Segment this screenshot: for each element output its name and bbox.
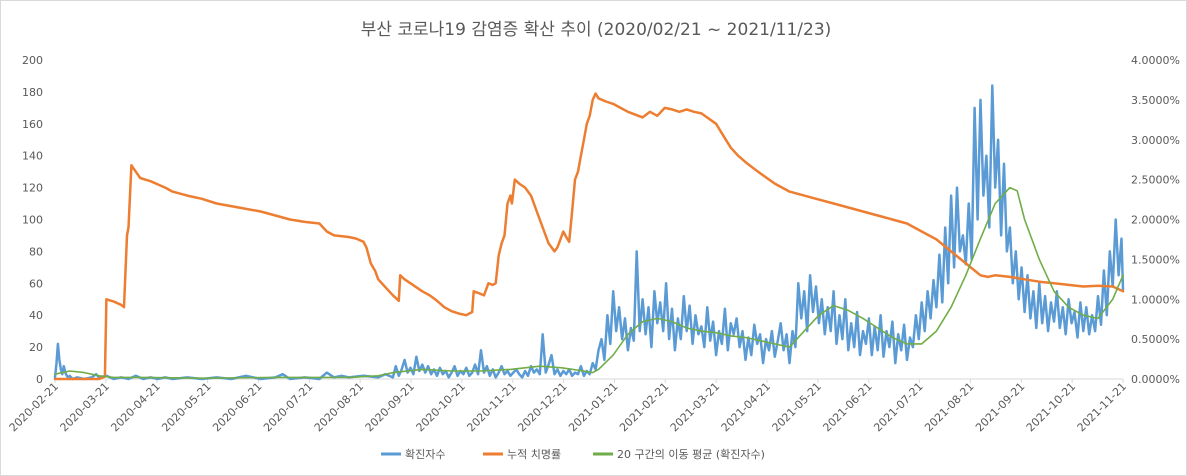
x-tick-label: 2021-07-21 xyxy=(871,380,925,434)
x-tick-label: 2020-05-21 xyxy=(159,380,213,434)
chart-title: 부산 코로나19 감염증 확산 추이 (2020/02/21 ~ 2021/11… xyxy=(361,20,832,40)
x-tick-label: 2020-02-21 xyxy=(7,380,61,434)
y-right-tick-label: 2.5000% xyxy=(1131,174,1180,187)
y-right-tick-label: 1.5000% xyxy=(1131,253,1180,266)
x-tick-label: 2021-09-21 xyxy=(973,380,1027,434)
x-tick-label: 2021-05-21 xyxy=(770,380,824,434)
y-left-tick-label: 60 xyxy=(29,277,43,290)
y-right-tick-label: 0.0000% xyxy=(1131,373,1180,386)
legend-label: 확진자수 xyxy=(405,448,445,461)
x-tick-label: 2020-07-21 xyxy=(261,380,315,434)
x-tick-label: 2020-04-21 xyxy=(108,380,162,434)
x-tick-label: 2021-02-21 xyxy=(617,380,671,434)
y-left-tick-label: 40 xyxy=(29,309,43,322)
series-layer xyxy=(53,84,1125,381)
x-tick-label: 2021-01-21 xyxy=(566,380,620,434)
y-right-tick-label: 4.0000% xyxy=(1131,54,1180,67)
x-tick-label: 2021-10-21 xyxy=(1024,380,1078,434)
legend-label: 20 구간의 이동 평균 (확진자수) xyxy=(617,448,765,461)
legend: 확진자수 누적 치명률 20 구간의 이동 평균 (확진자수) xyxy=(381,448,765,461)
series-line-2 xyxy=(53,92,1125,381)
y-right-tick-label: 3.5000% xyxy=(1131,94,1180,107)
x-tick-label: 2021-11-21 xyxy=(1075,380,1129,434)
x-tick-label: 2020-12-21 xyxy=(515,380,569,434)
x-tick-label: 2021-06-21 xyxy=(820,380,874,434)
legend-label: 누적 치명률 xyxy=(507,448,561,461)
x-tick-label: 2021-08-21 xyxy=(922,380,976,434)
y-right-tick-label: 0.5000% xyxy=(1131,333,1180,346)
y-right-tick-label: 3.0000% xyxy=(1131,134,1180,147)
x-tick-label: 2021-04-21 xyxy=(719,380,773,434)
series-line-3 xyxy=(54,186,1124,379)
y-left-tick-label: 180 xyxy=(22,86,43,99)
x-tick-label: 2020-10-21 xyxy=(414,380,468,434)
y-left-tick-label: 20 xyxy=(29,341,43,354)
x-tick-label: 2020-03-21 xyxy=(58,380,112,434)
y-left-tick-label: 0 xyxy=(36,373,43,386)
y-left-tick-label: 80 xyxy=(29,245,43,258)
x-tick-label: 2020-08-21 xyxy=(312,380,366,434)
x-tick-label: 2020-09-21 xyxy=(363,380,417,434)
y-left-tick-label: 160 xyxy=(22,118,43,131)
y-right-tick-label: 2.0000% xyxy=(1131,214,1180,227)
y-left-tick-label: 140 xyxy=(22,150,43,163)
series-line-1 xyxy=(53,84,1125,381)
y-left-tick-label: 200 xyxy=(22,54,43,67)
y-left-tick-label: 100 xyxy=(22,214,43,227)
y-right-tick-label: 1.0000% xyxy=(1131,293,1180,306)
x-tick-label: 2021-03-21 xyxy=(668,380,722,434)
x-tick-label: 2020-06-21 xyxy=(210,380,264,434)
x-tick-label: 2020-11-21 xyxy=(464,380,518,434)
y-left-tick-label: 120 xyxy=(22,182,43,195)
